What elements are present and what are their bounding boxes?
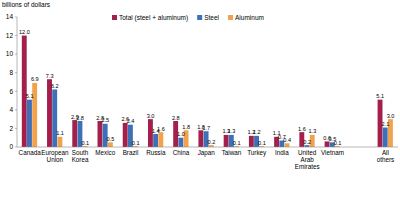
- data-label: 1.3: [228, 128, 236, 134]
- data-label: 3.0: [387, 113, 395, 119]
- y-axis: [17, 17, 18, 147]
- bar: [249, 136, 254, 147]
- bar: [325, 141, 330, 147]
- data-label: 1.0: [177, 131, 185, 137]
- bar: [22, 36, 27, 147]
- legend: Total (steel + aluminum) Steel Aluminum: [112, 14, 264, 22]
- x-tick-label: Russia: [146, 149, 166, 156]
- legend-label: Steel: [204, 14, 219, 21]
- chart: billions of dollars 0 2 4 6 8 10 12 14 Total (ste…: [0, 0, 400, 206]
- x-tick-label: India: [275, 149, 289, 156]
- legend-swatch: [197, 15, 202, 20]
- y-tick-label: 14: [6, 13, 14, 20]
- data-label: 5.1: [376, 93, 384, 99]
- x-tick-label: SouthKorea: [72, 149, 89, 163]
- x-axis: [17, 147, 398, 148]
- bar: [158, 132, 163, 147]
- data-label: 0.5: [107, 136, 115, 142]
- y-tick-label: 4: [9, 106, 13, 113]
- y-tick-label: 2: [9, 125, 13, 132]
- data-label: 5.1: [26, 93, 34, 99]
- bar: [285, 143, 290, 147]
- bar: [198, 130, 203, 147]
- data-label: 3.0: [147, 113, 155, 119]
- legend-swatch: [228, 15, 233, 20]
- data-label: 2.1: [381, 121, 389, 127]
- y-tick-label: 0: [9, 143, 13, 150]
- x-tick-label: UnitedArabEmirates: [295, 149, 320, 170]
- data-label: 1.3: [308, 128, 316, 134]
- bar: [72, 120, 77, 147]
- data-label: 2.8: [76, 115, 84, 121]
- x-tick-label: Canada: [19, 149, 42, 156]
- y-tick-label: 12: [6, 32, 14, 39]
- data-label: 0.2: [303, 139, 311, 145]
- data-label: 1.6: [157, 126, 165, 132]
- data-label: 1.6: [298, 126, 306, 132]
- bar: [108, 142, 113, 147]
- x-tick-label: Japan: [198, 149, 216, 157]
- x-tick-label: EuropeanUnion: [41, 149, 69, 163]
- x-tick-label: Vietnam: [321, 149, 344, 156]
- bar: [47, 79, 52, 147]
- data-label: 0.1: [334, 140, 342, 146]
- x-tick-label: Turkey: [247, 149, 267, 157]
- legend-label: Aluminum: [235, 14, 264, 21]
- data-label: 1.7: [202, 125, 210, 131]
- x-tick-label: Taiwan: [222, 149, 242, 156]
- bars: [22, 36, 393, 147]
- x-tick-label: Mexico: [95, 149, 115, 156]
- data-label: 2.8: [172, 115, 180, 121]
- bar: [383, 128, 388, 148]
- bar: [98, 121, 103, 147]
- y-tick-label: 6: [9, 88, 13, 95]
- data-label: 0.2: [208, 139, 216, 145]
- bar: [224, 135, 229, 147]
- bar: [123, 123, 128, 147]
- y-axis-label: billions of dollars: [2, 1, 51, 8]
- bar: [178, 138, 183, 147]
- legend-label: Total (steel + aluminum): [119, 14, 188, 22]
- data-label: 2.4: [127, 118, 135, 124]
- data-labels: 12.07.32.92.82.63.02.81.81.31.21.11.60.6…: [19, 29, 395, 146]
- data-label: 6.9: [31, 76, 39, 82]
- data-label: 0.1: [81, 140, 89, 146]
- x-tick-label: Allothers: [377, 149, 395, 163]
- data-label: 0.4: [283, 137, 291, 143]
- y-tick-label: 8: [9, 69, 13, 76]
- data-label: 1.2: [253, 129, 261, 135]
- data-label: 0.1: [132, 140, 140, 146]
- bar: [52, 89, 57, 147]
- legend-swatch: [112, 15, 117, 20]
- bar: [153, 134, 158, 147]
- y-tick-label: 10: [6, 50, 14, 57]
- data-label: 0.1: [233, 140, 241, 146]
- bar: [57, 137, 62, 147]
- data-label: 0.1: [258, 140, 266, 146]
- data-label: 12.0: [19, 29, 30, 35]
- x-tick-label: China: [173, 149, 190, 156]
- data-label: 2.5: [101, 117, 109, 123]
- data-label: 7.3: [46, 73, 54, 79]
- x-tick-label: Brazil: [123, 149, 139, 156]
- data-label: 1.1: [56, 130, 64, 136]
- bar: [27, 100, 32, 147]
- data-label: 1.8: [182, 124, 190, 130]
- data-label: 6.2: [51, 83, 59, 89]
